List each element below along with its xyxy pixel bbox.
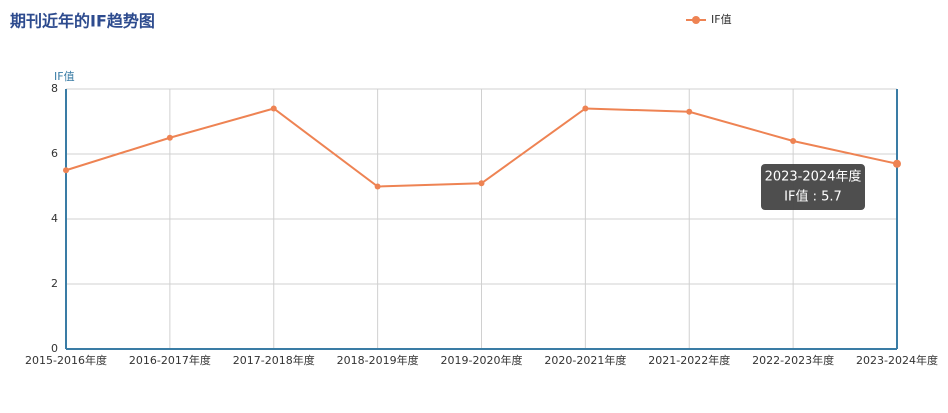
data-point: [270, 105, 277, 112]
data-point: [893, 159, 901, 168]
x-tick-label: 2017-2018年度: [233, 353, 315, 367]
y-tick-label: 8: [51, 82, 58, 95]
data-point: [166, 134, 173, 141]
x-tick-label: 2015-2016年度: [25, 353, 107, 367]
tooltip-title: 2023-2024年度: [765, 169, 862, 185]
x-tick-label: 2019-2020年度: [441, 353, 523, 367]
data-point: [582, 105, 589, 112]
x-tick-label: 2018-2019年度: [337, 353, 419, 367]
tooltip-box: [761, 164, 865, 210]
data-point: [790, 138, 797, 144]
data-point: [478, 180, 485, 187]
y-axis-label: IF值: [54, 70, 75, 83]
y-tick-label: 2: [51, 277, 58, 290]
legend[interactable]: IF值: [686, 13, 732, 26]
x-tick-label: 2023-2024年度: [856, 353, 938, 367]
data-point: [63, 167, 69, 174]
legend-label[interactable]: IF值: [711, 13, 732, 26]
y-tick-label: 4: [51, 212, 58, 225]
y-tick-label: 0: [51, 342, 58, 355]
tooltip-text: IF值 : 5.7: [784, 189, 842, 205]
data-point: [686, 108, 693, 115]
data-point: [374, 183, 381, 190]
plot-area: 0 2 4 6 8 2015-2016年度 2016-2017年度 2017-2018年度 20…: [25, 82, 938, 367]
x-tick-label: 2021-2022年度: [648, 353, 730, 367]
x-tick-label: 2016-2017年度: [129, 353, 211, 367]
x-tick-label: 2022-2023年度: [752, 353, 834, 367]
chart-title: 期刊近年的IF趋势图: [10, 12, 155, 31]
tooltip: 2023-2024年度 IF值 : 5.7: [761, 164, 865, 210]
legend-marker: [692, 16, 700, 24]
x-tick-label: 2020-2021年度: [544, 353, 626, 367]
y-tick-label: 6: [51, 147, 58, 160]
